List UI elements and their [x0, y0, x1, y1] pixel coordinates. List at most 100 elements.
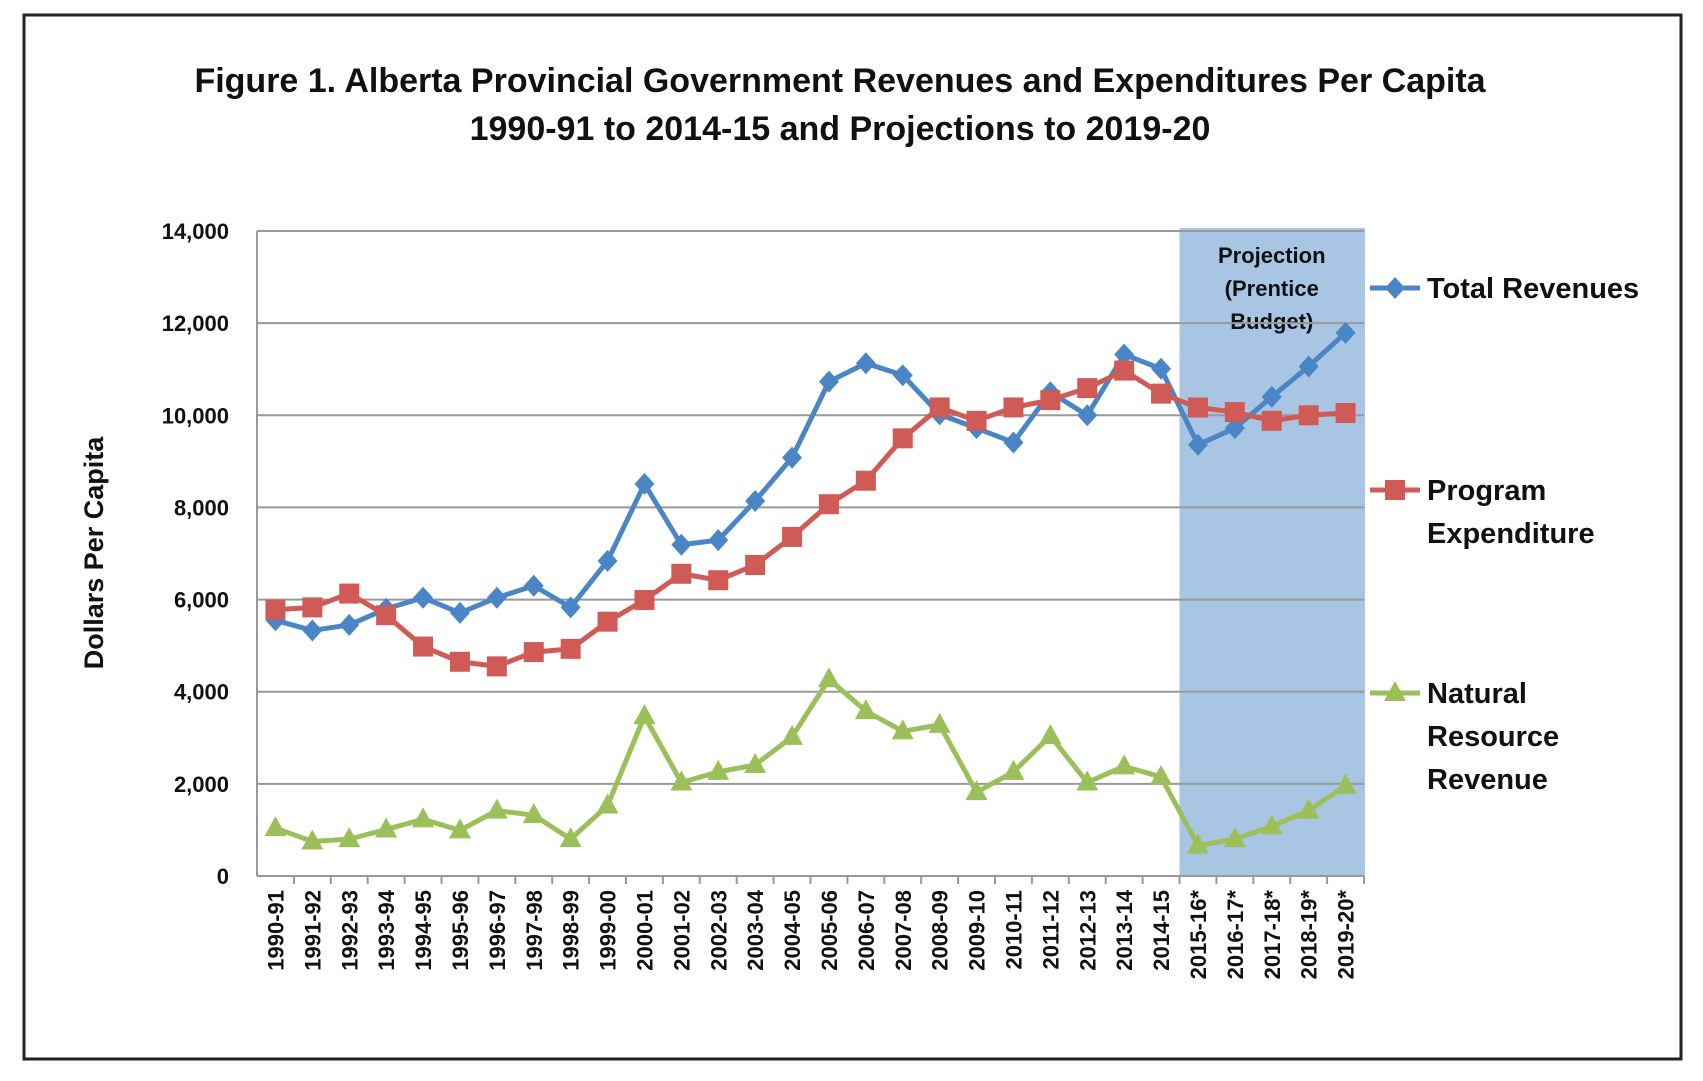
data-point-triangle	[1223, 827, 1246, 848]
data-point-square	[671, 563, 692, 584]
data-point-square	[1114, 360, 1135, 381]
projection-band	[1179, 228, 1365, 876]
data-point-triangle	[707, 759, 730, 780]
x-tick-label: 2013-14	[1112, 889, 1137, 971]
legend-label: Natural	[1427, 678, 1527, 710]
data-point-square	[929, 397, 950, 418]
data-point-triangle	[375, 817, 398, 838]
data-point-diamond	[523, 574, 544, 597]
x-tick-label: 1997-98	[522, 890, 547, 971]
data-point-square	[892, 428, 913, 449]
data-point-triangle	[412, 807, 435, 828]
data-point-square	[782, 526, 803, 547]
x-tick-label: 2001-02	[669, 890, 694, 971]
data-point-square	[413, 636, 434, 657]
data-point-diamond	[818, 370, 839, 393]
data-point-triangle	[1039, 723, 1062, 744]
data-point-square	[818, 494, 839, 515]
data-point-diamond	[1114, 343, 1135, 366]
data-point-square	[1187, 397, 1208, 418]
data-point-square	[745, 555, 766, 576]
data-point-triangle	[965, 780, 988, 801]
data-point-triangle	[1297, 798, 1320, 819]
data-point-diamond	[892, 364, 913, 387]
y-tick-label: 8,000	[174, 495, 229, 520]
data-point-triangle	[1150, 764, 1173, 785]
data-point-diamond	[1385, 277, 1405, 299]
x-tick-label: 1994-95	[411, 890, 436, 971]
x-tick-label: 1998-99	[559, 890, 584, 971]
legend: Total Revenues Program Expenditure Natural R…	[1370, 273, 1639, 796]
data-point-diamond	[671, 533, 692, 556]
x-tick-label: 2019-20*	[1334, 890, 1359, 980]
data-point-triangle	[485, 798, 508, 819]
legend-label: Resource	[1427, 721, 1559, 753]
data-point-diamond	[1298, 355, 1319, 378]
x-tick-label: 1995-96	[448, 890, 473, 971]
data-point-diamond	[782, 446, 803, 469]
series-group	[264, 321, 1357, 854]
y-tick-label: 6,000	[174, 588, 229, 613]
x-tick-label: 2009-10	[965, 890, 990, 971]
data-point-square	[634, 590, 655, 611]
data-point-triangle	[1186, 833, 1209, 854]
projection-band-group: Projection (Prentice Budget)	[1179, 228, 1365, 876]
data-point-triangle	[1002, 759, 1025, 780]
data-point-triangle	[781, 724, 804, 745]
data-point-triangle	[744, 752, 767, 773]
y-tick-label: 0	[217, 864, 229, 889]
data-point-diamond	[855, 352, 876, 375]
y-tick-label: 12,000	[162, 311, 229, 336]
data-point-triangle	[670, 770, 693, 791]
data-point-square	[1003, 397, 1024, 418]
data-point-triangle	[891, 719, 914, 740]
x-tick-label: 2016-17*	[1223, 890, 1248, 980]
data-point-diamond	[339, 613, 360, 636]
data-point-diamond	[560, 596, 581, 619]
data-point-diamond	[486, 586, 507, 609]
x-tick-label: 2017-18*	[1260, 890, 1285, 980]
chart-title: Figure 1. Alberta Provincial Government …	[194, 62, 1486, 100]
data-point-diamond	[597, 549, 618, 572]
data-point-square	[265, 599, 286, 620]
data-point-triangle	[522, 803, 545, 824]
data-point-square	[1385, 480, 1405, 500]
legend-label: Total Revenues	[1427, 273, 1639, 305]
x-tick-label: 1996-97	[485, 890, 510, 971]
data-point-square	[708, 570, 729, 591]
x-tick-label: 2018-19*	[1297, 890, 1322, 980]
data-point-triangle	[817, 667, 840, 688]
data-point-diamond	[745, 489, 766, 512]
data-point-diamond	[1335, 321, 1356, 344]
x-tick-label: 1990-91	[263, 890, 288, 971]
x-tick-label: 1999-00	[596, 890, 621, 971]
data-point-square	[855, 470, 876, 491]
gridlines	[257, 230, 1364, 785]
data-point-square	[1077, 378, 1098, 399]
data-point-diamond	[449, 601, 470, 624]
projection-label: Projection	[1218, 243, 1326, 268]
y-tick-label: 10,000	[162, 403, 229, 428]
legend-label: Expenditure	[1427, 518, 1595, 550]
data-point-triangle	[559, 827, 582, 848]
data-point-square	[966, 410, 987, 431]
x-tick-label: 2006-07	[854, 890, 879, 971]
data-point-square	[560, 638, 581, 659]
data-point-diamond	[302, 619, 323, 642]
data-point-diamond	[1224, 417, 1245, 440]
x-tick-label: 1993-94	[374, 889, 399, 971]
data-point-diamond	[1261, 385, 1282, 408]
data-point-square	[1261, 410, 1282, 431]
data-point-diamond	[634, 472, 655, 495]
x-tick-label: 2015-16*	[1186, 890, 1211, 980]
data-point-square	[376, 605, 397, 626]
data-point-triangle	[301, 829, 324, 850]
data-point-square	[449, 651, 470, 672]
y-tick-label: 14,000	[162, 219, 229, 244]
data-point-triangle	[1113, 754, 1136, 775]
data-point-triangle	[928, 712, 951, 733]
data-point-triangle	[854, 699, 877, 720]
x-tick-label: 2012-13	[1075, 890, 1100, 971]
projection-label: (Prentice	[1225, 276, 1319, 301]
